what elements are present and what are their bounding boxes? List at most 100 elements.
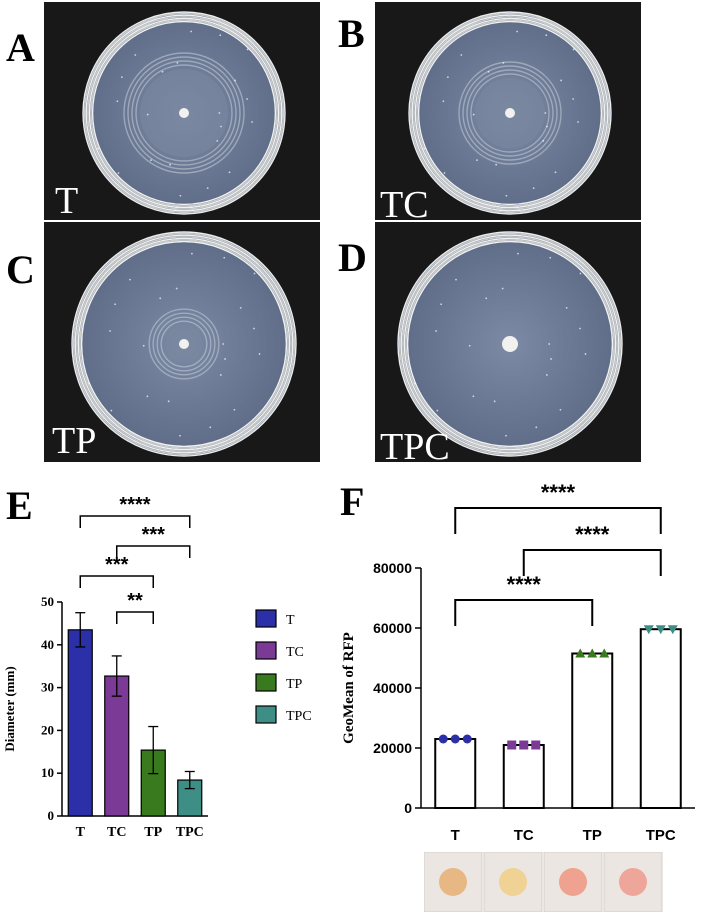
speck: [559, 408, 562, 411]
petri-dish-tpc: [375, 222, 641, 462]
x-tick-label: TPC: [646, 827, 676, 844]
significance-bracket: [79, 575, 154, 588]
speck: [476, 159, 478, 162]
speck: [179, 434, 181, 437]
dish-rim: [411, 14, 609, 212]
data-point: [655, 625, 666, 635]
legend-swatch-tp: [255, 673, 277, 692]
speck: [120, 76, 123, 79]
data-point: [519, 740, 529, 750]
y-tick-label: 20: [41, 722, 54, 737]
speck: [159, 297, 162, 300]
speck: [234, 79, 237, 82]
pellet-photo-row: [423, 851, 714, 913]
swarming-ring: [152, 312, 216, 376]
dish-rim: [90, 19, 278, 207]
x-tick-label: TP: [144, 825, 162, 840]
bar-t: [67, 629, 93, 817]
dish-rim: [74, 234, 294, 454]
y-tick-label: 10: [41, 765, 54, 780]
speck: [413, 382, 416, 385]
data-point: [507, 740, 517, 750]
panel-letter-c: C: [6, 247, 35, 292]
speck: [548, 343, 551, 345]
speck: [423, 147, 426, 150]
dish-rim: [72, 232, 296, 456]
speck: [560, 79, 563, 82]
speck: [572, 48, 575, 51]
speck: [472, 113, 475, 116]
plate-photo-tpc: [375, 222, 641, 462]
swarming-ring: [123, 52, 245, 174]
dish-rim: [76, 236, 292, 452]
significance-label: ***: [105, 554, 129, 576]
data-point: [667, 625, 678, 635]
legend-label: T: [286, 613, 295, 628]
speck: [544, 112, 547, 114]
speck: [129, 278, 131, 281]
x-tick-label: TC: [107, 825, 126, 840]
speck: [167, 400, 170, 403]
speck: [150, 159, 152, 162]
dish-rim: [414, 17, 606, 209]
speck: [117, 172, 120, 174]
speck: [146, 113, 149, 116]
colony-spot: [179, 339, 189, 349]
significance-label: ***: [142, 524, 166, 546]
petri-dish-tc: [375, 2, 641, 220]
dish-rim: [85, 14, 283, 212]
speck: [545, 374, 548, 376]
speck: [87, 382, 90, 385]
y-tick-label: 60000: [373, 620, 412, 636]
speck: [584, 353, 587, 355]
colony-spot: [505, 108, 515, 118]
speck: [216, 140, 219, 142]
dish-rim: [403, 237, 617, 451]
dish-rim: [87, 16, 281, 210]
plate-label-tp: TP: [52, 420, 97, 462]
speck: [577, 121, 579, 123]
dish-rim: [83, 12, 285, 214]
plate-photo-t: [44, 2, 320, 220]
pellet-photos: [423, 851, 663, 913]
y-tick-label: 50: [41, 594, 54, 609]
data-point: [462, 734, 472, 744]
dish-rim: [417, 20, 603, 206]
significance-label: ****: [119, 494, 150, 516]
speck: [114, 303, 117, 306]
data-point: [599, 648, 610, 658]
dish-rim: [400, 234, 620, 454]
dish-rim: [71, 231, 297, 457]
pellet: [499, 868, 527, 896]
speck: [516, 30, 519, 33]
speck: [146, 395, 149, 398]
speck: [233, 408, 236, 411]
y-tick-label: 0: [48, 808, 55, 823]
legend-swatch-tc: [255, 641, 277, 660]
swarming-ring: [466, 69, 554, 157]
significance-label: ****: [541, 480, 576, 505]
speck: [442, 100, 445, 103]
legend-label: TPC: [286, 709, 312, 724]
speck: [472, 395, 475, 398]
x-tick-label: T: [76, 825, 86, 840]
dish-rim: [406, 240, 614, 448]
panel-letter-e: E: [6, 483, 33, 528]
speck: [549, 256, 552, 259]
dish-rim: [77, 237, 291, 451]
significance-label: ****: [575, 522, 610, 547]
speck: [220, 125, 222, 128]
speck: [535, 426, 538, 429]
swarming-ring: [148, 308, 220, 380]
swarming-ring: [131, 60, 237, 166]
speck: [253, 272, 256, 275]
y-tick-label: 30: [41, 680, 54, 695]
speck: [485, 297, 488, 300]
pellet: [439, 868, 467, 896]
speck: [495, 163, 498, 166]
significance-bracket: [454, 599, 594, 626]
dish-rim: [413, 16, 607, 210]
speck: [228, 171, 231, 174]
speck: [161, 70, 164, 73]
significance-bracket: [522, 549, 662, 576]
